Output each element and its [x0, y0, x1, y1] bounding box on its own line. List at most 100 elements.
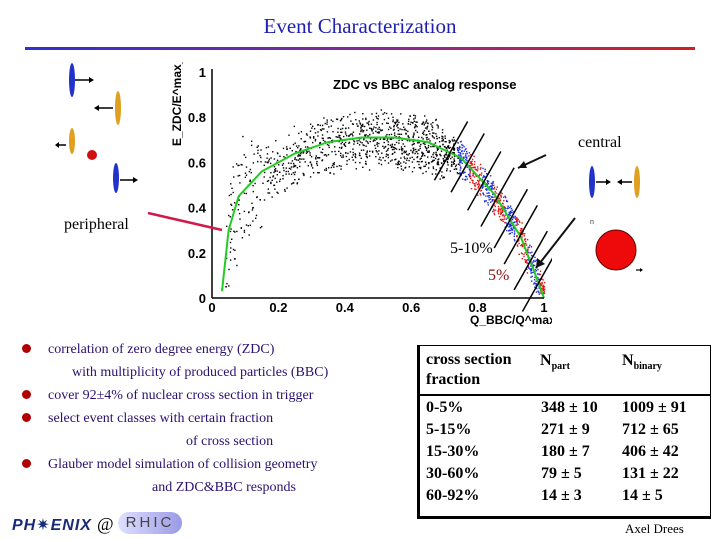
scatter-point — [235, 163, 238, 165]
scatter-point — [437, 161, 439, 163]
scatter-point — [529, 268, 531, 270]
scatter-point — [496, 201, 498, 203]
scatter-point — [292, 172, 295, 174]
scatter-point — [427, 146, 429, 149]
scatter-point — [290, 166, 293, 168]
scatter-point — [441, 175, 443, 177]
scatter-point — [225, 286, 227, 288]
scatter-point — [339, 135, 341, 137]
scatter-point — [299, 158, 301, 160]
scatter-point — [513, 227, 515, 229]
scatter-point — [303, 173, 305, 175]
scatter-point — [234, 231, 236, 233]
scatter-point — [447, 145, 449, 148]
scatter-point — [490, 182, 493, 185]
scatter-point — [337, 127, 339, 130]
scatter-point — [244, 176, 247, 178]
scatter-point — [272, 175, 275, 177]
scatter-point — [389, 138, 391, 140]
scatter-point — [386, 133, 388, 136]
scatter-point — [317, 157, 319, 159]
scatter-point — [248, 170, 251, 173]
scatter-point — [424, 127, 427, 129]
scatter-point — [285, 167, 287, 169]
scatter-point — [518, 242, 520, 245]
scatter-point — [397, 162, 399, 165]
scatter-point — [509, 214, 512, 217]
scatter-point — [466, 151, 468, 153]
scatter-point — [438, 158, 440, 160]
scatter-point — [441, 140, 443, 142]
header-npart: Npart — [540, 352, 570, 373]
scatter-point — [292, 166, 295, 168]
scatter-point — [308, 150, 310, 152]
scatter-point — [273, 158, 276, 160]
scatter-point — [488, 199, 490, 201]
scatter-point — [437, 163, 439, 166]
scatter-point — [468, 152, 471, 154]
scatter-point — [229, 251, 232, 253]
scatter-point — [384, 145, 387, 148]
scatter-point — [426, 138, 428, 141]
scatter-point — [414, 126, 416, 128]
scatter-point — [388, 126, 391, 128]
scatter-point — [382, 157, 384, 159]
scatter-point — [479, 179, 481, 181]
scatter-point — [436, 155, 438, 157]
scatter-point — [241, 237, 244, 239]
scatter-point — [501, 192, 503, 195]
scatter-point — [475, 182, 477, 184]
scatter-point — [426, 147, 428, 150]
scatter-point — [354, 153, 356, 155]
scatter-point — [296, 167, 299, 169]
scatter-point — [442, 177, 444, 179]
scatter-point — [432, 145, 434, 148]
scatter-point — [361, 129, 363, 131]
scatter-point — [446, 161, 449, 164]
scatter-point — [510, 225, 512, 227]
scatter-point — [518, 253, 520, 255]
scatter-point — [465, 155, 467, 157]
scatter-point — [358, 154, 361, 156]
scatter-point — [395, 141, 398, 144]
scatter-point — [398, 142, 400, 144]
scatter-point — [386, 139, 388, 142]
scatter-point — [366, 153, 368, 155]
scatter-point — [432, 121, 434, 124]
scatter-point — [384, 159, 386, 162]
scatter-point — [529, 244, 531, 246]
scatter-point — [298, 178, 300, 180]
scatter-point — [306, 134, 308, 136]
scatter-point — [427, 156, 429, 158]
scatter-point — [352, 148, 354, 150]
scatter-point — [479, 163, 482, 166]
scatter-point — [542, 279, 544, 281]
scatter-point — [303, 151, 305, 153]
scatter-point — [305, 133, 308, 135]
scatter-point — [238, 174, 241, 177]
scatter-point — [375, 115, 377, 118]
scatter-point — [326, 119, 328, 121]
scatter-point — [516, 244, 519, 246]
scatter-point — [376, 138, 378, 140]
scatter-point — [442, 136, 444, 138]
scatter-point — [319, 142, 321, 144]
scatter-point — [542, 287, 544, 289]
scatter-point — [365, 117, 367, 120]
scatter-point — [363, 130, 365, 132]
scatter-point — [509, 212, 511, 214]
scatter-point — [353, 140, 355, 142]
scatter-point — [425, 163, 427, 166]
scatter-point — [459, 152, 461, 154]
scatter-point — [500, 207, 503, 210]
scatter-point — [527, 258, 529, 261]
scatter-point — [541, 282, 543, 285]
table-row: 5-15% 271 ± 9 712 ± 65 — [426, 421, 679, 438]
scatter-point — [482, 186, 484, 189]
scatter-point — [352, 131, 355, 133]
scatter-point — [539, 282, 541, 284]
scatter-point — [365, 140, 367, 142]
scatter-point — [346, 163, 348, 165]
scatter-point — [453, 143, 455, 145]
scatter-point — [406, 159, 408, 161]
